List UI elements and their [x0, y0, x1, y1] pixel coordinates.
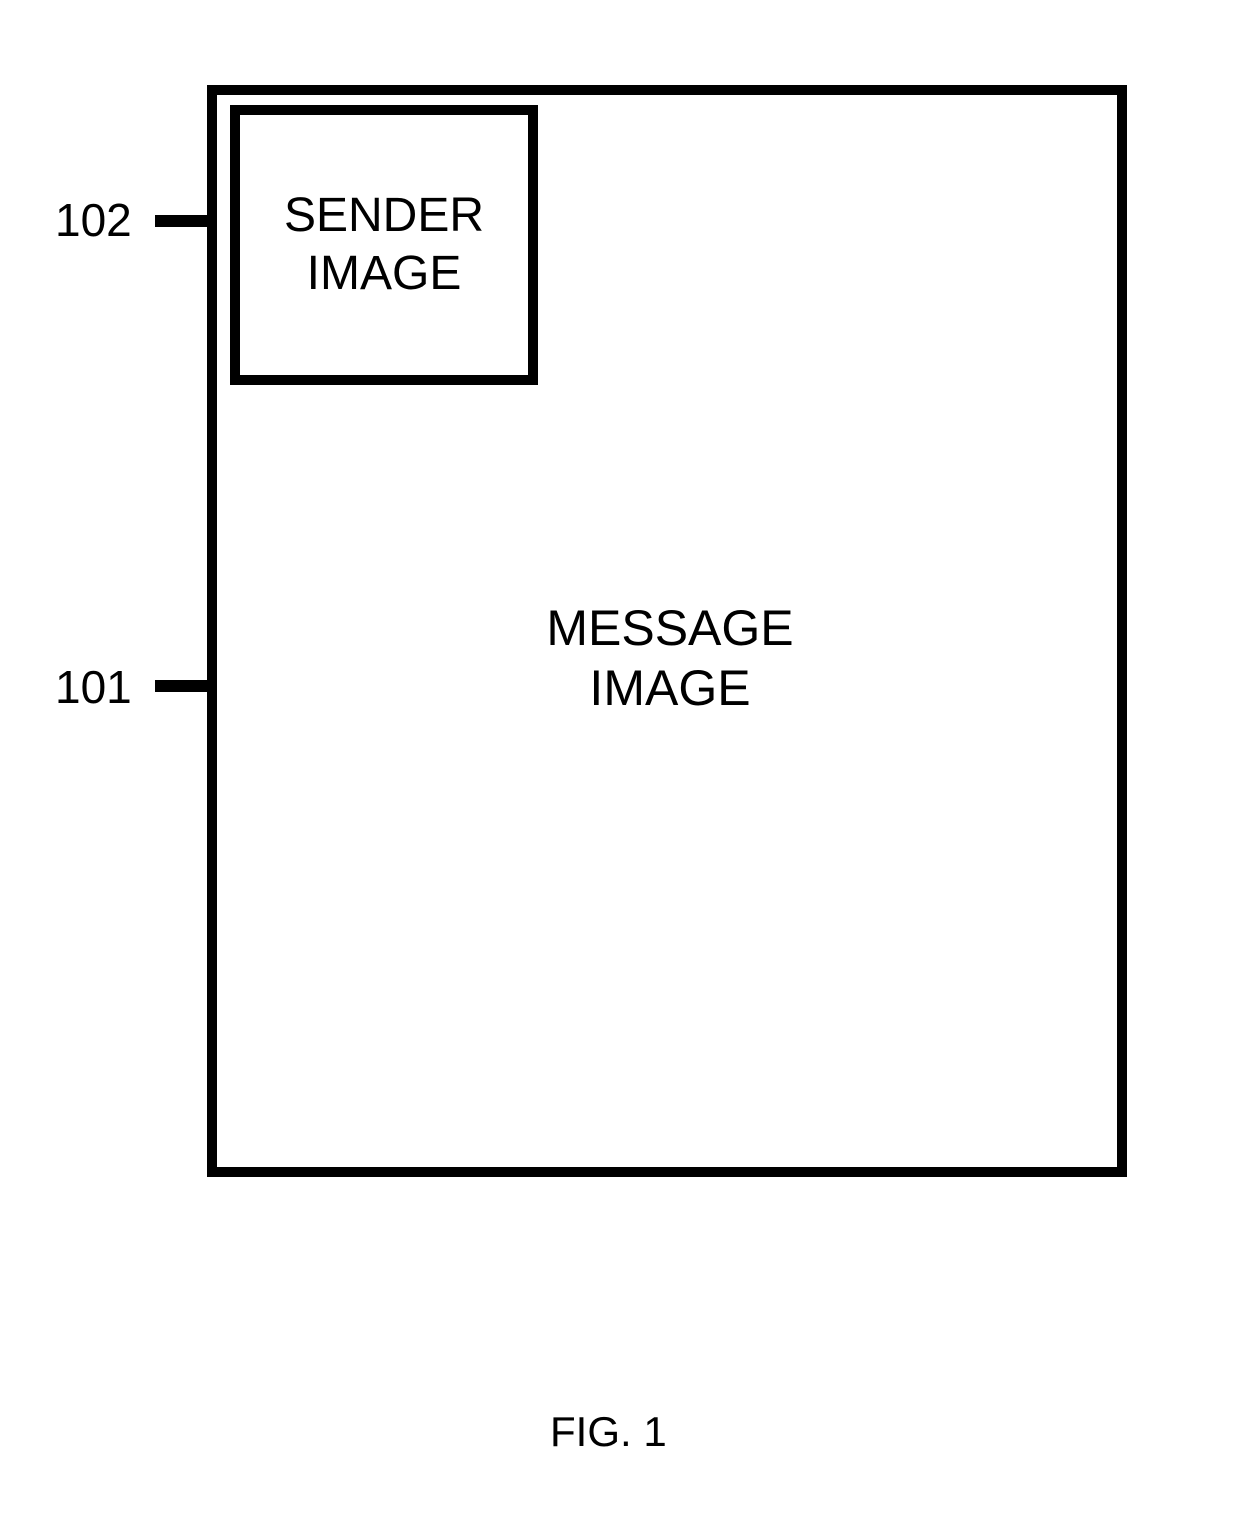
leader-line-101: [155, 680, 207, 692]
sender-image-label: SENDER IMAGE: [284, 187, 484, 302]
figure-caption: FIG. 1: [550, 1408, 667, 1456]
leader-line-102: [155, 215, 207, 227]
message-image-label: MESSAGE IMAGE: [430, 598, 910, 718]
ref-label-101: 101: [55, 660, 132, 714]
ref-label-102: 102: [55, 193, 132, 247]
sender-image-box: SENDER IMAGE: [230, 105, 538, 385]
